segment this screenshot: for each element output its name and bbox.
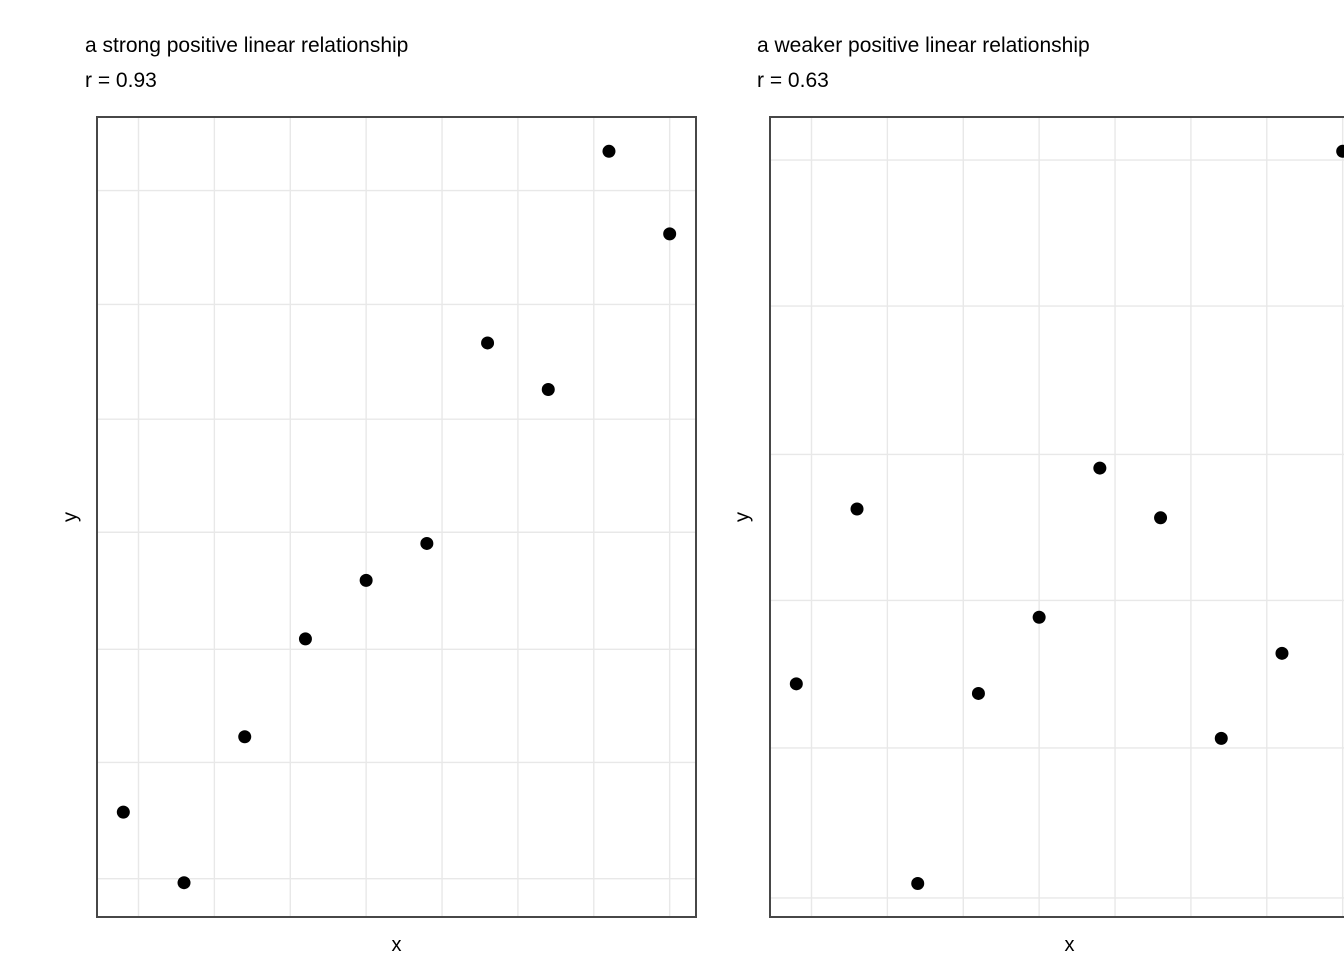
scatter-figure-weaker: a weaker positive linear relationship r … <box>712 16 1344 976</box>
y-axis-label: y <box>731 512 754 522</box>
x-axis-label: x <box>1064 934 1075 956</box>
title-block: a weaker positive linear relationship r … <box>757 28 1090 98</box>
x-axis-label: x <box>391 934 402 956</box>
scatter-figure-strong: a strong positive linear relationship r … <box>40 16 712 976</box>
plot-panel <box>769 116 1344 918</box>
plot-panel <box>96 116 697 918</box>
scatter-svg <box>769 116 1344 918</box>
scatter-svg <box>96 116 697 918</box>
chart-title: a weaker positive linear relationship <box>757 34 1090 57</box>
title-block: a strong positive linear relationship r … <box>85 28 408 98</box>
chart-title: a strong positive linear relationship <box>85 34 409 57</box>
chart-subtitle: r = 0.93 <box>85 69 157 92</box>
y-axis-label: y <box>59 512 82 522</box>
chart-subtitle: r = 0.63 <box>757 69 829 92</box>
